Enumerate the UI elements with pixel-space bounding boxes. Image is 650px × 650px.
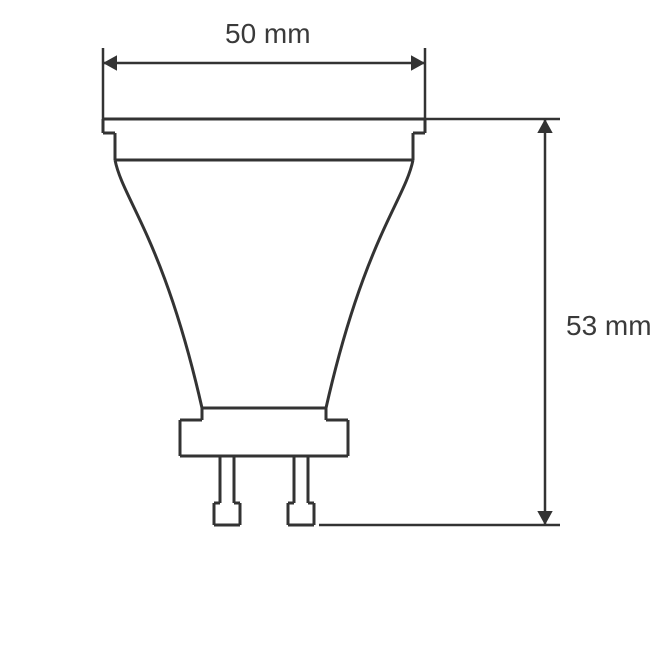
width-dimension-label: 50 mm [225,18,311,50]
diagram-stage: 50 mm 53 mm [0,0,650,650]
height-dimension-label: 53 mm [566,310,650,342]
drawing-svg [0,0,650,650]
